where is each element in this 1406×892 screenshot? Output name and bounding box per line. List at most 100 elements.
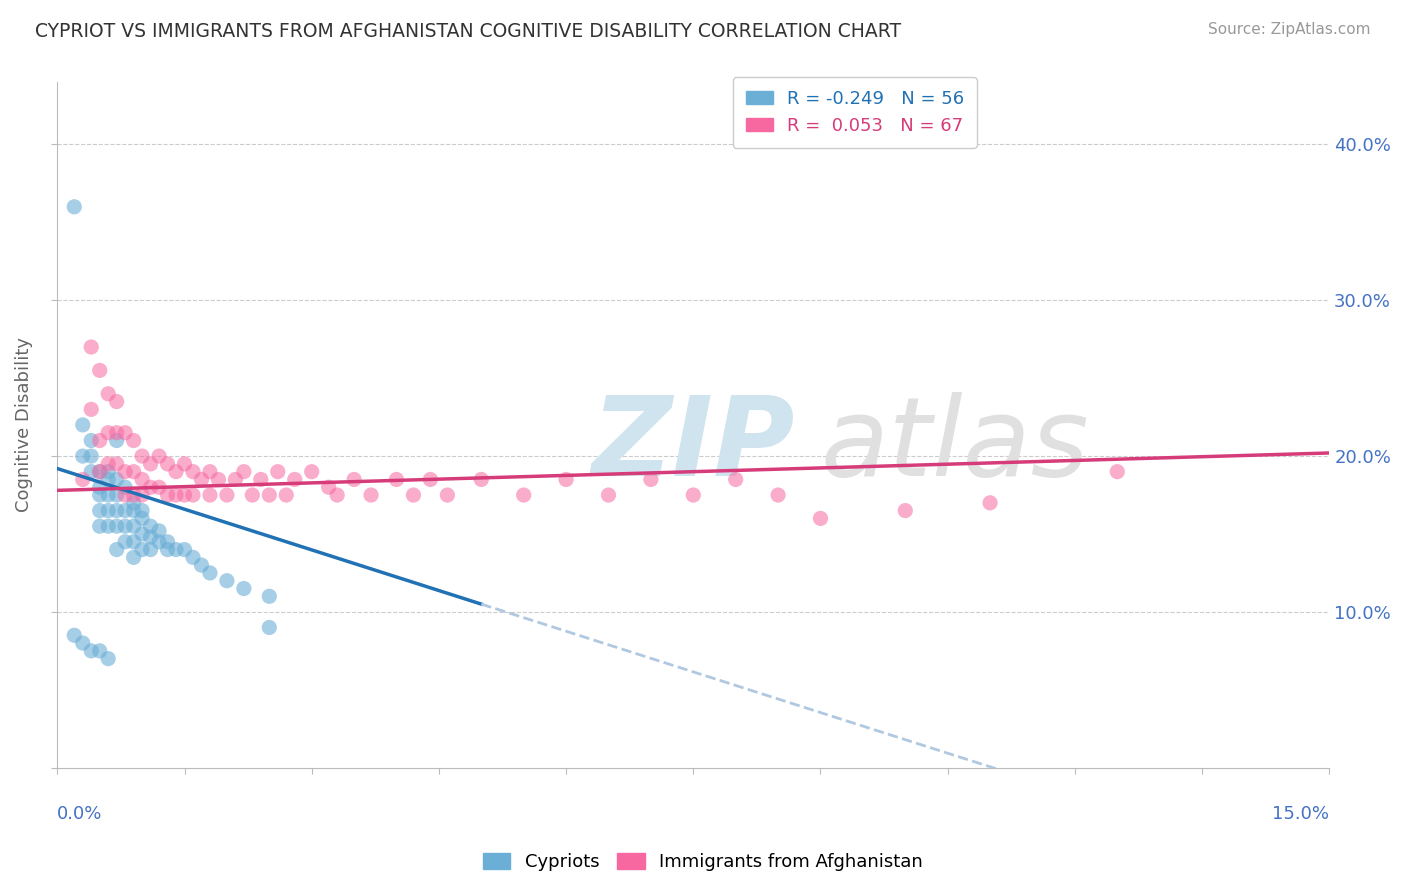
Point: [97, 651, 120, 665]
Point: [979, 496, 1001, 510]
Point: [97, 425, 120, 440]
Point: [105, 425, 128, 440]
Point: [190, 473, 212, 487]
Point: [122, 434, 145, 448]
Point: [89, 465, 111, 479]
Point: [105, 503, 128, 517]
Point: [165, 542, 187, 557]
Point: [207, 473, 229, 487]
Point: [105, 457, 128, 471]
Point: [156, 534, 179, 549]
Point: [97, 386, 120, 401]
Point: [165, 465, 187, 479]
Point: [326, 488, 349, 502]
Point: [250, 473, 273, 487]
Text: CYPRIOT VS IMMIGRANTS FROM AFGHANISTAN COGNITIVE DISABILITY CORRELATION CHART: CYPRIOT VS IMMIGRANTS FROM AFGHANISTAN C…: [35, 22, 901, 41]
Point: [173, 542, 195, 557]
Point: [131, 542, 153, 557]
Y-axis label: Cognitive Disability: Cognitive Disability: [15, 337, 32, 512]
Point: [232, 465, 254, 479]
Legend: Cypriots, Immigrants from Afghanistan: Cypriots, Immigrants from Afghanistan: [477, 846, 929, 879]
Point: [318, 480, 340, 494]
Point: [512, 488, 534, 502]
Point: [156, 542, 179, 557]
Point: [80, 449, 103, 463]
Point: [198, 465, 221, 479]
Point: [97, 519, 120, 533]
Point: [114, 519, 136, 533]
Point: [89, 465, 111, 479]
Point: [122, 534, 145, 549]
Point: [97, 488, 120, 502]
Point: [80, 434, 103, 448]
Legend: R = -0.249   N = 56, R =  0.053   N = 67: R = -0.249 N = 56, R = 0.053 N = 67: [733, 78, 977, 148]
Text: ZIP: ZIP: [592, 392, 794, 499]
Point: [89, 480, 111, 494]
Point: [114, 465, 136, 479]
Point: [385, 473, 408, 487]
Point: [105, 473, 128, 487]
Point: [114, 425, 136, 440]
Point: [89, 363, 111, 377]
Point: [89, 644, 111, 658]
Point: [724, 473, 747, 487]
Point: [419, 473, 441, 487]
Point: [89, 519, 111, 533]
Point: [173, 457, 195, 471]
Point: [215, 574, 238, 588]
Point: [156, 457, 179, 471]
Point: [131, 503, 153, 517]
Point: [139, 457, 162, 471]
Point: [181, 465, 204, 479]
Point: [894, 503, 917, 517]
Point: [89, 434, 111, 448]
Point: [148, 524, 170, 538]
Point: [190, 558, 212, 573]
Point: [810, 511, 832, 525]
Point: [131, 511, 153, 525]
Point: [598, 488, 620, 502]
Point: [148, 534, 170, 549]
Point: [139, 480, 162, 494]
Point: [114, 488, 136, 502]
Point: [240, 488, 263, 502]
Point: [80, 340, 103, 354]
Point: [105, 519, 128, 533]
Point: [766, 488, 789, 502]
Point: [114, 503, 136, 517]
Text: atlas: atlas: [821, 392, 1090, 499]
Point: [80, 644, 103, 658]
Point: [139, 519, 162, 533]
Point: [259, 488, 281, 502]
Point: [63, 628, 86, 642]
Point: [105, 434, 128, 448]
Point: [89, 503, 111, 517]
Text: 15.0%: 15.0%: [1272, 805, 1329, 823]
Point: [360, 488, 382, 502]
Point: [72, 417, 94, 432]
Point: [131, 488, 153, 502]
Point: [131, 473, 153, 487]
Point: [165, 488, 187, 502]
Point: [470, 473, 492, 487]
Point: [215, 488, 238, 502]
Point: [114, 534, 136, 549]
Point: [198, 488, 221, 502]
Point: [72, 636, 94, 650]
Point: [259, 590, 281, 604]
Point: [122, 465, 145, 479]
Point: [97, 503, 120, 517]
Point: [105, 394, 128, 409]
Point: [89, 488, 111, 502]
Point: [343, 473, 366, 487]
Point: [122, 519, 145, 533]
Point: [148, 480, 170, 494]
Point: [1107, 465, 1129, 479]
Point: [682, 488, 704, 502]
Point: [114, 480, 136, 494]
Point: [436, 488, 458, 502]
Text: 0.0%: 0.0%: [58, 805, 103, 823]
Point: [156, 488, 179, 502]
Point: [148, 449, 170, 463]
Point: [640, 473, 662, 487]
